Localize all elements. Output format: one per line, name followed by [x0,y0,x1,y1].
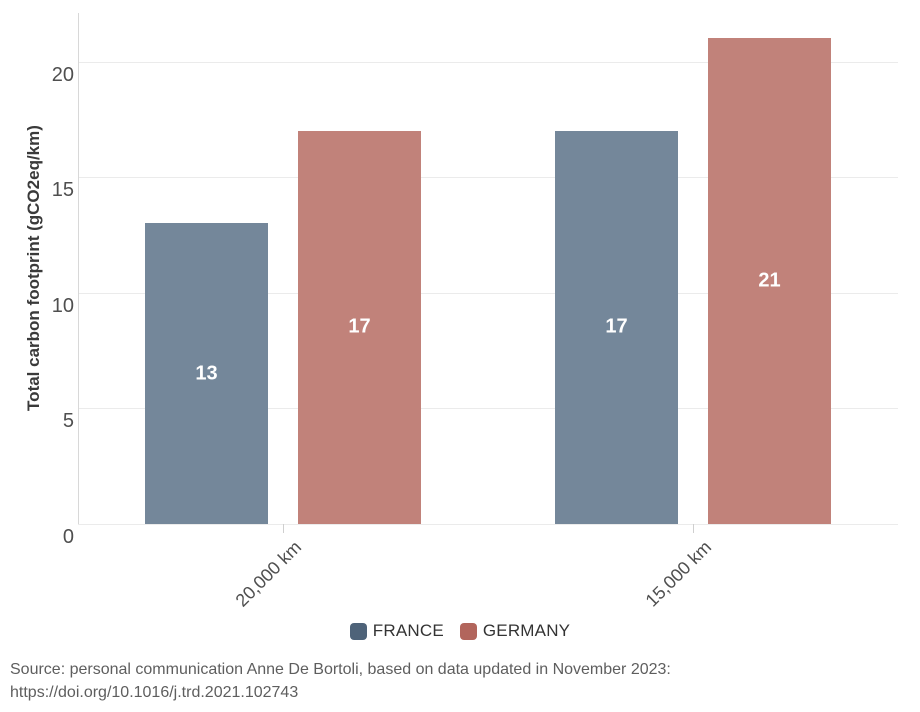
bar-value-label: 21 [758,269,781,292]
bar-value-label: 17 [348,315,371,338]
ytick-label-10: 10 [51,294,74,317]
ytick-label-20: 20 [51,63,74,86]
legend-item-france: FRANCE [349,621,444,641]
xcat-label-15000km: 15,000 km [641,537,716,611]
bar-france-20000km: 13 [145,223,268,524]
xcat-label-20000km: 20,000 km [231,537,306,611]
source-line-1: Source: personal communication Anne De B… [10,661,671,678]
xtick-15000km [693,524,694,533]
gridline-y10 [78,292,898,294]
gridline-y15 [78,177,898,179]
legend-swatch-germany-icon [459,622,477,640]
bar-france-15000km: 17 [555,130,678,524]
plot-area: 0 5 10 15 20 13 17 20,000 km 17 21 15,000 km [52,13,898,611]
ytick-label-0: 0 [62,526,74,548]
legend: FRANCE GERMANY [0,620,920,642]
gridline-y5 [78,408,898,410]
bar-value-label: 17 [605,315,628,338]
gridline-y0 [78,524,898,525]
source-note: Source: personal communication Anne De B… [10,658,910,704]
legend-swatch-france-icon [349,622,367,640]
xtick-20000km [283,524,284,533]
ytick-label-15: 15 [51,179,74,202]
source-line-2: https://doi.org/10.1016/j.trd.2021.10274… [10,684,299,701]
legend-label-france: FRANCE [372,621,444,640]
bar-germany-15000km: 21 [708,38,831,524]
gridline-y20 [78,61,898,63]
y-axis-line [78,13,79,524]
legend-label-germany: GERMANY [482,621,571,640]
legend-item-germany: GERMANY [459,621,571,641]
y-axis-title: Total carbon footprint (gCO2eq/km) [24,125,43,411]
ytick-label-5: 5 [62,410,74,433]
bar-germany-20000km: 17 [298,130,421,524]
bar-value-label: 13 [195,362,218,385]
